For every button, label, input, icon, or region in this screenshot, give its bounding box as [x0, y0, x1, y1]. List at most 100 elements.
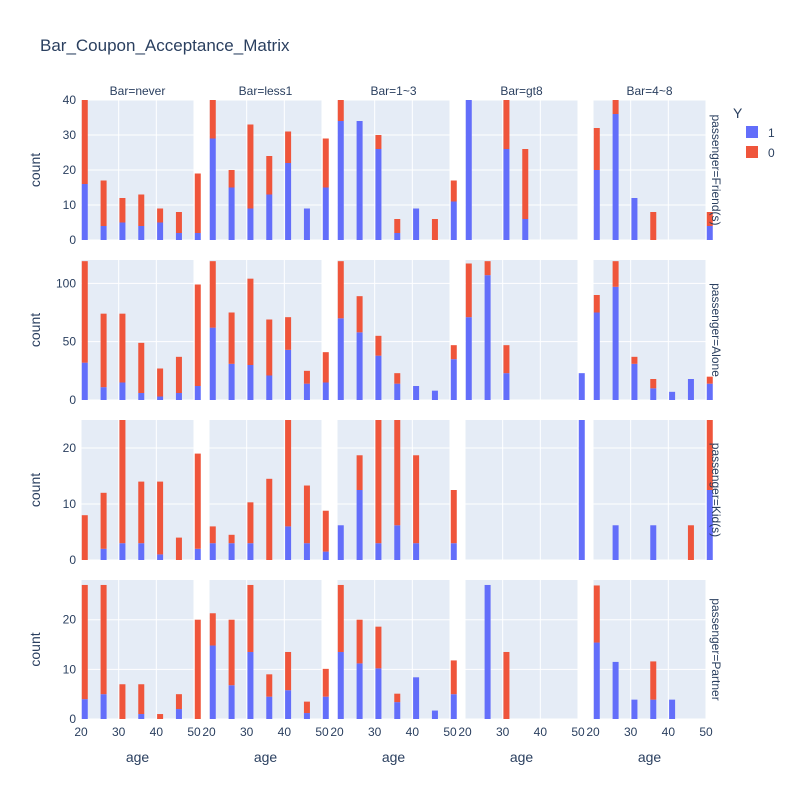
bar-y1[interactable] [247, 543, 254, 560]
bar-y1[interactable] [157, 396, 164, 401]
bar-y1[interactable] [285, 526, 292, 560]
bar-y0[interactable] [593, 295, 600, 313]
bar-y0[interactable] [119, 198, 126, 223]
bar-y0[interactable] [322, 138, 329, 188]
bar-y0[interactable] [450, 345, 457, 360]
bar-y1[interactable] [247, 208, 254, 241]
bar-y1[interactable] [228, 187, 235, 241]
bar-y1[interactable] [450, 694, 457, 719]
bar-y1[interactable] [631, 198, 638, 240]
bar-y0[interactable] [522, 149, 529, 219]
bar-y1[interactable] [578, 420, 585, 560]
bar-y0[interactable] [81, 261, 88, 363]
bar-y0[interactable] [375, 420, 382, 544]
bar-y1[interactable] [138, 714, 145, 719]
bar-y0[interactable] [356, 296, 363, 333]
bar-y1[interactable] [450, 543, 457, 560]
bar-y1[interactable] [450, 201, 457, 241]
bar-y0[interactable] [138, 684, 145, 715]
bar-y1[interactable] [593, 312, 600, 401]
bar-y1[interactable] [650, 525, 657, 560]
bar-y1[interactable] [266, 696, 273, 719]
bar-y1[interactable] [413, 208, 420, 241]
bar-y1[interactable] [356, 663, 363, 719]
bar-y1[interactable] [631, 699, 638, 719]
bar-y1[interactable] [503, 373, 510, 400]
bar-y1[interactable] [375, 543, 382, 560]
bar-y0[interactable] [194, 284, 201, 387]
bar-y1[interactable] [100, 226, 107, 240]
bar-y1[interactable] [394, 233, 401, 240]
bar-y1[interactable] [266, 194, 273, 241]
bar-y0[interactable] [612, 100, 619, 114]
bar-y0[interactable] [119, 420, 126, 544]
bar-y1[interactable] [175, 709, 182, 719]
bar-y0[interactable] [100, 313, 107, 388]
bar-y0[interactable] [247, 584, 254, 652]
bar-y0[interactable] [431, 219, 438, 240]
bar-y1[interactable] [394, 702, 401, 719]
bar-y0[interactable] [706, 376, 713, 384]
bar-y1[interactable] [81, 184, 88, 240]
bar-y0[interactable] [375, 626, 382, 669]
bar-y1[interactable] [431, 390, 438, 400]
bar-y0[interactable] [266, 156, 273, 195]
bar-y0[interactable] [303, 370, 310, 384]
bar-y1[interactable] [356, 490, 363, 560]
bar-y0[interactable] [119, 313, 126, 383]
bar-y0[interactable] [285, 420, 292, 527]
bar-y0[interactable] [413, 455, 420, 544]
bar-y0[interactable] [247, 502, 254, 544]
bar-y1[interactable] [228, 685, 235, 719]
bar-y0[interactable] [303, 701, 310, 714]
bar-y1[interactable] [228, 543, 235, 560]
bar-y0[interactable] [175, 356, 182, 393]
bar-y0[interactable] [450, 660, 457, 695]
bar-y0[interactable] [228, 534, 235, 544]
bar-y1[interactable] [337, 525, 344, 560]
bar-y0[interactable] [337, 584, 344, 652]
bar-y1[interactable] [612, 286, 619, 400]
bar-y0[interactable] [228, 619, 235, 686]
bar-y0[interactable] [81, 100, 88, 184]
bar-y0[interactable] [465, 263, 472, 318]
bar-y1[interactable] [157, 554, 164, 560]
bar-y0[interactable] [175, 212, 182, 233]
bar-y0[interactable] [356, 619, 363, 664]
bar-y1[interactable] [119, 382, 126, 401]
bar-y0[interactable] [100, 180, 107, 227]
bar-y1[interactable] [593, 642, 600, 719]
bar-y1[interactable] [612, 661, 619, 719]
bar-y1[interactable] [194, 233, 201, 240]
bar-y1[interactable] [669, 699, 676, 719]
bar-y0[interactable] [247, 278, 254, 365]
bar-y1[interactable] [194, 548, 201, 560]
bar-y1[interactable] [413, 543, 420, 560]
bar-y1[interactable] [209, 543, 216, 560]
bar-y0[interactable] [247, 124, 254, 209]
bar-y1[interactable] [631, 363, 638, 400]
bar-y1[interactable] [593, 170, 600, 240]
bar-y0[interactable] [81, 515, 88, 560]
bar-y1[interactable] [285, 349, 292, 400]
bar-y0[interactable] [375, 335, 382, 356]
legend-label-1[interactable]: 1 [768, 126, 775, 140]
bar-y1[interactable] [285, 690, 292, 719]
bar-y1[interactable] [337, 318, 344, 400]
bar-y1[interactable] [157, 222, 164, 241]
bar-y0[interactable] [175, 694, 182, 710]
bar-y1[interactable] [413, 677, 420, 719]
bar-y1[interactable] [247, 365, 254, 400]
bar-y0[interactable] [100, 492, 107, 549]
legend-label-0[interactable]: 0 [768, 146, 775, 160]
bar-y1[interactable] [209, 138, 216, 241]
bar-y1[interactable] [394, 383, 401, 400]
bar-y0[interactable] [209, 261, 216, 328]
bar-y0[interactable] [285, 131, 292, 164]
bar-y0[interactable] [706, 420, 713, 490]
bar-y0[interactable] [228, 312, 235, 364]
bar-y1[interactable] [337, 651, 344, 719]
bar-y1[interactable] [247, 651, 254, 719]
bar-y1[interactable] [194, 386, 201, 400]
bar-y0[interactable] [157, 208, 164, 223]
